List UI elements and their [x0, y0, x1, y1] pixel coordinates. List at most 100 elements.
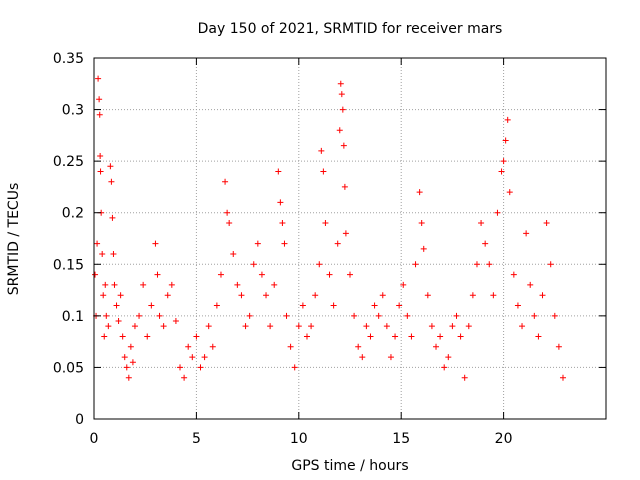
data-point-marker: [283, 312, 290, 319]
data-point-marker: [424, 292, 431, 299]
data-point-marker: [226, 220, 233, 227]
data-point-marker: [375, 312, 382, 319]
data-point-marker: [519, 323, 526, 330]
data-point-marker: [189, 354, 196, 361]
data-point-marker: [418, 220, 425, 227]
data-point-marker: [263, 292, 270, 299]
data-point-marker: [277, 199, 284, 206]
data-point-marker: [94, 240, 101, 247]
data-point-marker: [129, 359, 136, 366]
x-tick-label: 10: [290, 431, 308, 447]
data-point-marker: [379, 292, 386, 299]
data-point-marker: [334, 240, 341, 247]
y-tick-label: 0: [75, 412, 84, 428]
data-point-marker: [144, 333, 151, 340]
data-point-marker: [469, 292, 476, 299]
data-point-marker: [242, 323, 249, 330]
data-point-marker: [531, 312, 538, 319]
x-tick-label: 20: [495, 431, 513, 447]
data-point-marker: [246, 312, 253, 319]
data-points: [92, 75, 566, 381]
data-point-marker: [238, 292, 245, 299]
data-point-marker: [308, 323, 315, 330]
data-point-marker: [100, 292, 107, 299]
x-tick-label: 0: [90, 431, 99, 447]
data-point-marker: [347, 271, 353, 278]
data-point-marker: [396, 302, 403, 309]
data-point-marker: [535, 333, 542, 340]
data-point-marker: [299, 302, 306, 309]
data-point-marker: [320, 168, 327, 175]
data-point-marker: [121, 354, 128, 361]
y-tick-label: 0.2: [62, 206, 84, 222]
data-point-marker: [502, 137, 509, 144]
data-point-marker: [367, 333, 374, 340]
data-point-marker: [105, 323, 112, 330]
data-point-marker: [152, 240, 159, 247]
data-point-marker: [96, 111, 103, 118]
data-point-marker: [213, 302, 220, 309]
data-point-marker: [197, 364, 204, 371]
data-point-marker: [400, 281, 407, 288]
data-point-marker: [291, 364, 298, 371]
data-point-marker: [445, 354, 452, 361]
data-point-marker: [250, 261, 257, 268]
data-point-marker: [559, 374, 566, 381]
data-point-marker: [523, 230, 530, 237]
data-point-marker: [127, 343, 134, 350]
data-point-marker: [420, 245, 427, 252]
data-point-marker: [113, 302, 120, 309]
data-point-marker: [177, 364, 184, 371]
data-point-marker: [224, 209, 231, 216]
y-tick-label: 0.35: [53, 51, 84, 67]
data-point-marker: [209, 343, 216, 350]
data-point-marker: [494, 209, 501, 216]
data-point-marker: [185, 343, 192, 350]
data-point-marker: [111, 281, 118, 288]
data-point-marker: [449, 323, 456, 330]
y-tick-label: 0.05: [53, 360, 84, 376]
data-point-marker: [140, 281, 147, 288]
data-point-marker: [107, 163, 114, 170]
data-point-marker: [457, 333, 464, 340]
data-point-marker: [539, 292, 546, 299]
data-point-marker: [330, 302, 337, 309]
data-point-marker: [338, 91, 345, 98]
data-point-marker: [295, 323, 302, 330]
data-point-marker: [486, 261, 493, 268]
data-point-marker: [514, 302, 521, 309]
data-point-marker: [119, 333, 126, 340]
data-point-marker: [351, 312, 358, 319]
data-point-marker: [254, 240, 261, 247]
data-point-marker: [103, 312, 110, 319]
data-point-marker: [504, 116, 511, 123]
data-point-marker: [341, 183, 348, 190]
data-point-marker: [482, 240, 489, 247]
y-tick-label: 0.25: [53, 154, 84, 170]
plot-frame: [93, 57, 607, 420]
data-point-marker: [392, 333, 399, 340]
data-point-marker: [551, 312, 558, 319]
data-point-marker: [217, 271, 224, 278]
data-point-marker: [109, 214, 116, 221]
y-tick-label: 0.1: [62, 309, 84, 325]
data-point-marker: [148, 302, 155, 309]
data-point-marker: [125, 374, 132, 381]
data-point-marker: [102, 281, 109, 288]
data-point-marker: [123, 364, 130, 371]
data-point-marker: [164, 292, 171, 299]
data-point-marker: [359, 354, 366, 361]
data-point-marker: [441, 364, 448, 371]
data-point-marker: [453, 312, 460, 319]
data-point-marker: [527, 281, 534, 288]
y-tick-labels: 0 0.05 0.1 0.15 0.2 0.25 0.3 0.35: [53, 51, 84, 428]
data-point-marker: [478, 220, 485, 227]
data-point-marker: [336, 127, 343, 134]
axis-ticks: [93, 57, 606, 420]
data-point-marker: [92, 271, 99, 278]
data-point-marker: [433, 343, 440, 350]
data-point-marker: [193, 333, 200, 340]
data-point-marker: [510, 271, 517, 278]
data-point-marker: [205, 323, 212, 330]
